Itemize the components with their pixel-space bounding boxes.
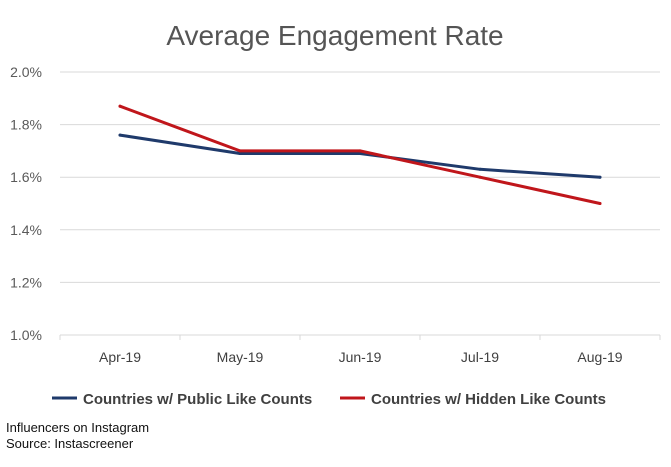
footnotes: Influencers on Instagram Source: Instasc… [6,420,149,452]
data-point [118,133,122,137]
legend: Countries w/ Public Like Counts Countries… [52,391,606,408]
data-point [238,152,242,156]
y-tick-label: 1.2% [10,274,42,290]
x-tick-label: Aug-19 [577,349,622,365]
y-tick-label: 1.8% [10,117,42,133]
footnote-source: Source: Instascreener [6,436,134,451]
x-tick-label: Jul-19 [461,349,499,365]
footnote-subject: Influencers on Instagram [6,420,150,435]
grid-lines [60,71,660,336]
data-point [118,104,122,108]
chart-title: Average Engagement Rate [166,20,503,51]
x-tick-label: Jun-19 [339,349,382,365]
data-point [598,202,602,205]
data-point [238,149,242,153]
data-point [598,175,602,179]
x-tick-label: Apr-19 [99,349,141,365]
series-lines [118,104,602,205]
data-point [358,149,362,153]
y-tick-label: 1.6% [10,169,42,185]
x-tick-label: May-19 [217,349,264,365]
x-axis-tick-labels: Apr-19 May-19 Jun-19 Jul-19 Aug-19 [59,335,661,365]
y-axis-tick-labels: 1.0% 1.2% 1.4% 1.6% 1.8% 2.0% [10,64,42,343]
data-point [478,167,482,171]
data-point [358,152,362,156]
y-tick-label: 2.0% [10,64,42,80]
y-tick-label: 1.0% [10,327,42,343]
legend-label: Countries w/ Hidden Like Counts [371,391,606,408]
series-line-public-like-counts [118,133,602,179]
y-tick-label: 1.4% [10,222,42,238]
data-point [478,175,482,179]
legend-label: Countries w/ Public Like Counts [83,391,312,408]
